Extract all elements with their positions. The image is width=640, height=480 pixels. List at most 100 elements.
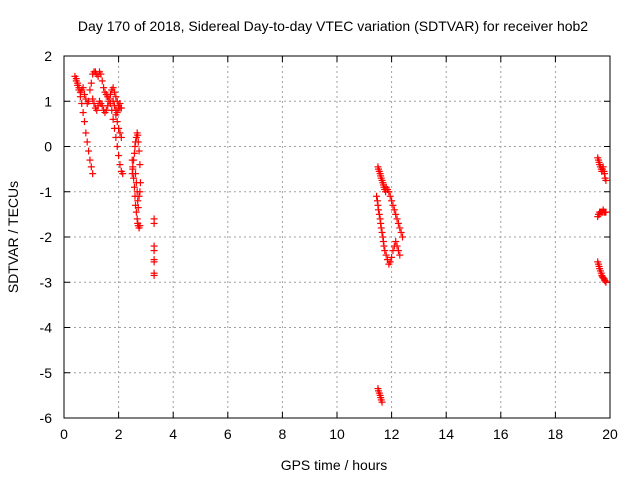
data-point bbox=[83, 138, 91, 146]
data-point bbox=[381, 247, 389, 255]
data-point bbox=[129, 163, 137, 171]
data-point bbox=[378, 228, 386, 236]
data-point bbox=[601, 277, 609, 285]
data-point bbox=[150, 247, 158, 255]
data-point bbox=[79, 109, 87, 117]
data-point bbox=[112, 93, 120, 101]
data-point bbox=[385, 188, 393, 196]
plot-frame bbox=[63, 55, 611, 419]
data-point bbox=[85, 147, 93, 155]
data-point bbox=[74, 79, 82, 87]
y-tick-label: 0 bbox=[44, 139, 52, 155]
data-point bbox=[388, 253, 396, 261]
data-point bbox=[380, 242, 388, 250]
x-tick-label: 10 bbox=[329, 426, 345, 442]
data-point bbox=[98, 77, 106, 85]
chart-title: Day 170 of 2018, Sidereal Day-to-day VTE… bbox=[78, 18, 588, 34]
data-point bbox=[394, 247, 402, 255]
data-point bbox=[394, 219, 402, 227]
data-point bbox=[392, 238, 400, 246]
data-point bbox=[93, 106, 101, 114]
data-point bbox=[396, 224, 404, 232]
data-point bbox=[119, 170, 127, 178]
data-point bbox=[130, 183, 138, 191]
y-tick-label: -4 bbox=[40, 320, 53, 336]
data-point bbox=[378, 398, 386, 406]
data-point bbox=[134, 138, 142, 146]
data-point bbox=[90, 100, 98, 108]
data-point bbox=[134, 131, 142, 139]
data-point bbox=[390, 206, 398, 214]
data-point bbox=[116, 161, 124, 169]
data-point bbox=[111, 88, 119, 96]
data-point bbox=[117, 104, 125, 112]
data-point bbox=[115, 124, 123, 132]
y-tick-label: 1 bbox=[44, 93, 52, 109]
data-point bbox=[132, 170, 140, 178]
data-point bbox=[602, 208, 610, 216]
data-point bbox=[392, 210, 400, 218]
y-tick-label: -6 bbox=[40, 410, 53, 426]
x-tick-label: 8 bbox=[279, 426, 287, 442]
data-point bbox=[89, 170, 97, 178]
data-point bbox=[82, 129, 90, 137]
data-point bbox=[113, 143, 121, 150]
data-point bbox=[72, 75, 80, 83]
data-point bbox=[86, 156, 94, 164]
data-point bbox=[375, 210, 383, 218]
x-tick-label: 6 bbox=[224, 426, 232, 442]
x-tick-labels: 0 2 4 6 8 10 12 14 16 18 20 bbox=[60, 426, 618, 442]
data-point bbox=[86, 86, 94, 94]
x-tick-label: 4 bbox=[169, 426, 177, 442]
x-tick-label: 14 bbox=[438, 426, 454, 442]
data-point bbox=[89, 95, 97, 103]
x-tick-label: 12 bbox=[384, 426, 400, 442]
y-tick-label: -3 bbox=[40, 274, 53, 290]
data-point bbox=[116, 100, 124, 108]
data-point bbox=[377, 224, 385, 232]
data-point bbox=[109, 84, 117, 92]
data-point bbox=[134, 197, 142, 205]
data-point bbox=[134, 204, 142, 212]
data-point bbox=[80, 90, 88, 98]
data-point bbox=[396, 251, 404, 259]
data-point bbox=[97, 70, 105, 78]
data-point bbox=[135, 147, 143, 155]
data-point bbox=[389, 201, 397, 209]
data-point bbox=[106, 90, 114, 98]
x-tick-label: 20 bbox=[602, 426, 618, 442]
y-axis-label: SDTVAR / TECUs bbox=[5, 181, 21, 293]
data-point bbox=[111, 102, 119, 110]
y-tick-labels: -6 -5 -4 -3 -2 -1 0 1 2 bbox=[40, 48, 53, 426]
data-point bbox=[100, 84, 108, 92]
data-point bbox=[136, 161, 144, 169]
data-point bbox=[374, 206, 382, 214]
y-tick-label: 2 bbox=[44, 48, 52, 64]
grid bbox=[64, 56, 610, 418]
data-point bbox=[113, 118, 121, 126]
data-point bbox=[386, 192, 394, 200]
data-points bbox=[71, 68, 610, 406]
data-point bbox=[116, 129, 124, 137]
data-point bbox=[602, 176, 610, 184]
x-tick-label: 18 bbox=[548, 426, 564, 442]
data-point bbox=[109, 115, 117, 123]
data-point bbox=[393, 242, 401, 250]
data-point bbox=[130, 174, 138, 182]
y-tick-label: -5 bbox=[40, 365, 53, 381]
y-tick-label: -2 bbox=[40, 229, 53, 245]
x-tick-label: 2 bbox=[115, 426, 123, 442]
data-point bbox=[113, 109, 121, 117]
data-point bbox=[150, 219, 158, 227]
data-point bbox=[373, 192, 381, 200]
data-point bbox=[117, 133, 125, 141]
data-point bbox=[80, 118, 88, 126]
data-point bbox=[132, 179, 140, 187]
data-point bbox=[115, 152, 123, 160]
x-tick-label: 0 bbox=[60, 426, 68, 442]
data-point bbox=[85, 97, 93, 105]
data-point bbox=[382, 251, 390, 259]
data-point bbox=[386, 258, 394, 266]
x-tick-label: 16 bbox=[493, 426, 509, 442]
